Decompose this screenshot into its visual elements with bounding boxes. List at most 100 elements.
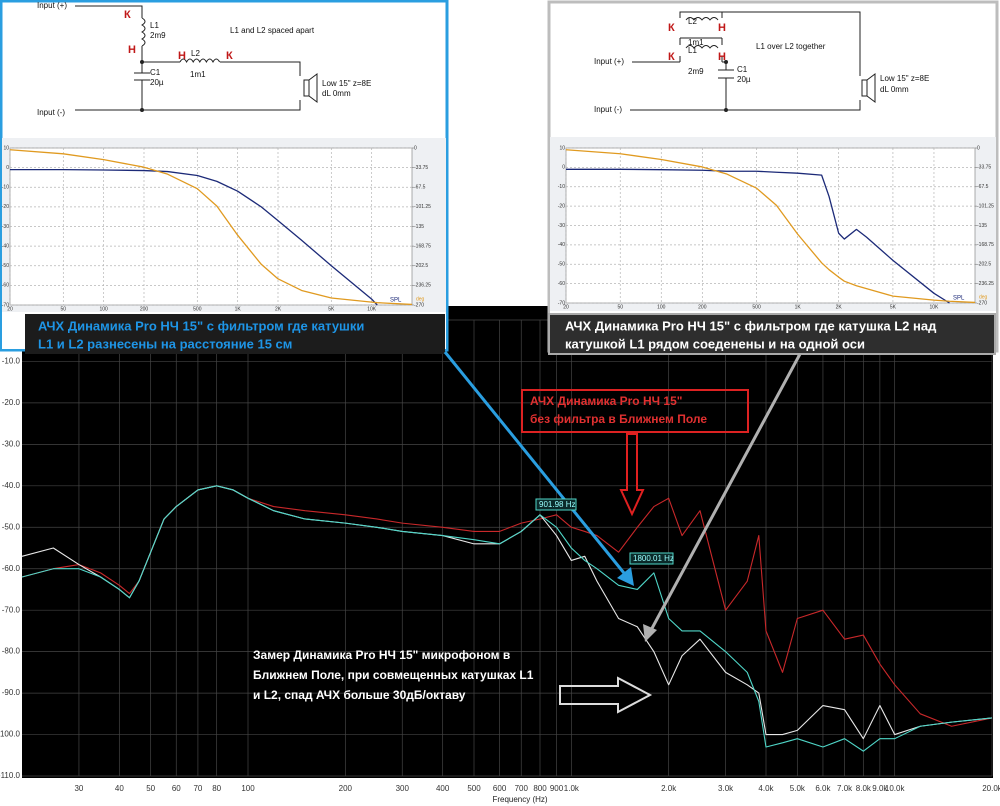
x-tick-label: 10K <box>367 306 377 312</box>
y-tick-label: -70 <box>558 300 565 306</box>
arrow <box>443 351 630 579</box>
x-axis-label: Frequency (Hz) <box>492 795 547 804</box>
y2-tick-label: -67.5 <box>414 185 426 191</box>
y-tick-label: -20 <box>2 204 9 210</box>
cursor-box <box>629 552 674 565</box>
speaker <box>861 73 876 103</box>
x-tick-label: 600 <box>493 784 507 793</box>
annotation: АЧХ Динамика Pro НЧ 15" с фильтром где к… <box>38 318 364 333</box>
annotation-box <box>548 313 996 355</box>
x-tick-label: 20.0k <box>982 784 1000 793</box>
coil <box>179 58 221 64</box>
component-label: L2 <box>191 49 200 58</box>
x-tick-label: 100 <box>657 304 666 310</box>
annotation: катушкой L1 рядом соеденены и на одной о… <box>565 336 865 351</box>
component-value: 1m1 <box>688 38 704 47</box>
y-tick-label: -60 <box>2 283 9 289</box>
y2-tick-label: -168.75 <box>414 243 431 249</box>
y-tick-label: -70.0 <box>2 605 21 614</box>
coil-marker: Н <box>718 51 726 63</box>
x-tick-label: 100 <box>99 306 108 312</box>
x-tick-label: 5K <box>328 306 335 312</box>
x-tick-label: 700 <box>515 784 529 793</box>
y-tick-label: 10 <box>3 145 9 151</box>
capacitor <box>718 69 734 79</box>
plot-background <box>22 306 993 778</box>
x-tick-label: 2K <box>275 306 282 312</box>
y-tick-label: -40 <box>558 242 565 248</box>
node <box>140 108 144 112</box>
speaker-label: Low 15" z=8E <box>880 74 929 83</box>
x-tick-label: 200 <box>339 784 353 793</box>
y2-tick-label: -236.25 <box>414 283 431 289</box>
y2-tick-label: -270 <box>977 300 987 306</box>
cursor-box <box>535 498 577 511</box>
y2-tick-label: -135 <box>977 223 987 229</box>
y-axis-label: SPL <box>390 298 402 304</box>
x-tick-label: 900 <box>550 784 564 793</box>
x-tick-label: 60 <box>172 784 181 793</box>
annotation: без фильтра в Ближнем Поле <box>530 412 707 426</box>
circuit: Input (+) Input (-) К Н Н К L1 2m9 L2 1m… <box>37 1 371 117</box>
component-label: L2 <box>688 17 697 26</box>
x-tick-label: 50 <box>617 304 623 310</box>
annotation: и L2, спад АЧХ больше 30дБ/октаву <box>253 688 466 702</box>
x-tick-label: 100 <box>241 784 255 793</box>
node <box>140 60 144 64</box>
x-tick-label: 200 <box>698 304 707 310</box>
arrowhead <box>617 567 634 586</box>
input-label: Input (+) <box>37 1 67 10</box>
coil-marker: К <box>226 50 233 62</box>
y-tick-label: -100.0 <box>0 730 21 739</box>
y-tick-label: -50 <box>2 263 9 269</box>
x-tick-label: 4.0k <box>758 784 774 793</box>
component-value: 2m9 <box>150 31 166 40</box>
coil <box>141 17 146 47</box>
y2-tick-label: -101.25 <box>977 203 994 209</box>
y-tick-label: -60 <box>558 281 565 287</box>
component-value: 20µ <box>737 75 751 84</box>
speaker-label: Low 15" z=8E <box>322 79 371 88</box>
node <box>724 60 728 64</box>
series-line <box>21 485 993 752</box>
coil <box>685 17 719 49</box>
annotation-box <box>25 314 445 354</box>
x-tick-label: 9.0k <box>872 784 888 793</box>
annotation: L1 и L2 разнесены на расстояние 15 см <box>38 336 292 351</box>
capacitor <box>134 72 150 81</box>
y2-tick-label: -202.5 <box>414 263 428 269</box>
y-tick-label: -50 <box>558 262 565 268</box>
y-tick-label: -30 <box>2 224 9 230</box>
x-tick-label: 1K <box>235 306 242 312</box>
coil-marker: К <box>124 9 131 21</box>
arrow <box>559 676 653 714</box>
y-tick-label: -10 <box>558 184 565 190</box>
y-tick-label: -20 <box>558 203 565 209</box>
x-tick-label: 200 <box>140 306 149 312</box>
circuit-title: L1 and L2 spaced apart <box>230 26 315 35</box>
component-label: L1 <box>688 46 697 55</box>
y2-tick-label: -202.5 <box>977 262 991 268</box>
x-tick-label: 500 <box>467 784 481 793</box>
component-value: 20µ <box>150 78 164 87</box>
y-tick-label: -50.0 <box>2 522 21 531</box>
y-tick-label: -110.0 <box>0 771 21 780</box>
arrow <box>648 353 802 633</box>
x-tick-label: 7.0k <box>837 784 853 793</box>
annotation: Ближнем Поле, при совмещенных катушках L… <box>253 668 534 682</box>
y2-axis-label: deg <box>416 296 425 302</box>
x-tick-label: 1K <box>795 304 802 310</box>
x-tick-label: 2K <box>836 304 843 310</box>
component-value: 2m9 <box>688 67 704 76</box>
speaker <box>303 73 318 103</box>
y2-axis-label: deg <box>979 294 988 300</box>
y-tick-label: -40 <box>2 243 9 249</box>
input-label: Input (+) <box>594 57 624 66</box>
inset-chart: 20 50 100 200 500 1K 2K 5K 10K100-10-20-30-40-50… <box>558 145 994 310</box>
y-tick-label: -30.0 <box>2 439 21 448</box>
x-tick-label: 80 <box>212 784 221 793</box>
coil-marker: Н <box>718 22 726 34</box>
x-tick-label: 70 <box>193 784 202 793</box>
input-label: Input (-) <box>37 108 65 117</box>
node <box>724 108 728 112</box>
